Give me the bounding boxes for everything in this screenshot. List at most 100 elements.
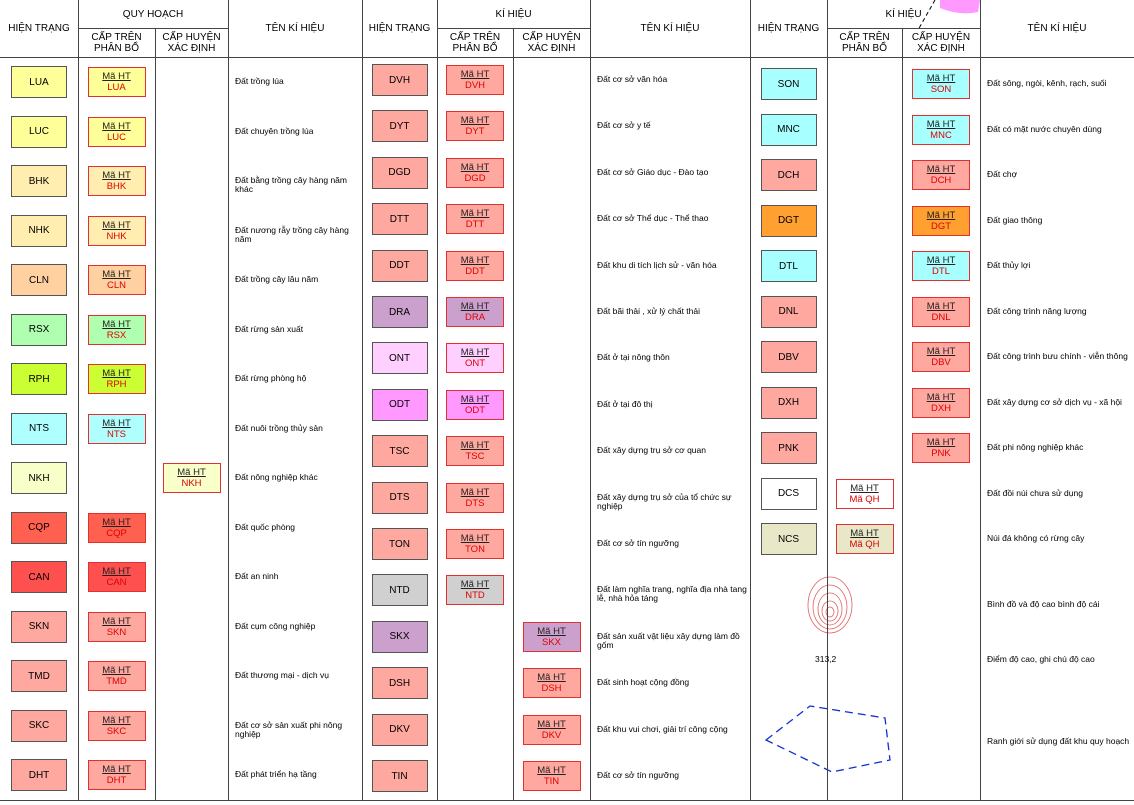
box-text: DVH <box>464 80 486 91</box>
header-district: CẤP HUYỆN XÁC ĐỊNH <box>911 31 971 54</box>
box-text: Mã HT <box>102 665 131 676</box>
box-text: Mã HT <box>102 714 131 726</box>
symbol-name: Ranh giới sử dụng đất khu quy hoạch <box>987 736 1130 746</box>
symbol-name: Đất nuôi trồng thủy sản <box>235 422 323 433</box>
box-text: TIN <box>543 776 560 787</box>
box-text: Mã HT <box>102 170 131 181</box>
box-text: DHT <box>106 775 127 786</box>
box-text: DKV <box>541 729 562 741</box>
plan-symbol: Mã HT TMD <box>87 661 146 691</box>
column-line <box>437 0 438 800</box>
status-symbol: LUA <box>11 66 67 98</box>
box-text: DGT <box>930 220 952 232</box>
plan-symbol: Mã HT DDT <box>446 250 504 281</box>
plan-symbol: Mã HT MNC <box>912 114 970 145</box>
symbol-name: Đất phi nông nghiệp khác <box>987 442 1084 452</box>
box-text: Mã HT <box>102 219 131 231</box>
box-text: DXH <box>930 402 952 414</box>
box-text: Mã HT <box>460 440 490 452</box>
status-symbol: SKC <box>11 709 67 742</box>
status-symbol: TON <box>371 528 428 560</box>
header-line <box>437 28 590 29</box>
box-text: Mã HT <box>926 209 956 221</box>
status-symbol: BHK <box>11 165 67 197</box>
box-text: Mã HT <box>926 391 956 403</box>
status-symbol: CLN <box>11 264 67 296</box>
box-text: ONT <box>464 358 486 370</box>
plan-symbol: Mã HT DBV <box>912 342 970 372</box>
box-text: Mã HT <box>850 482 879 494</box>
symbol-name: Đất nương rẫy trồng cây hàng năm <box>235 224 349 244</box>
box-text: Mã HT <box>102 368 131 379</box>
header-line <box>0 57 1134 58</box>
box-text: Mã HT <box>460 208 490 220</box>
box-text: TSC <box>465 451 485 463</box>
plan-symbol: Mã HT DHT <box>87 760 146 790</box>
box-text: Mã HT <box>460 115 490 127</box>
box-text: SKN <box>106 626 127 638</box>
status-symbol: DVH <box>371 64 428 96</box>
status-symbol: DTL <box>760 250 817 282</box>
status-symbol: DYT <box>371 110 428 143</box>
status-symbol: DHT <box>11 759 67 791</box>
boundary-symbol <box>764 705 891 773</box>
plan-symbol: Mã HT SKN <box>87 611 146 642</box>
status-symbol: DNL <box>760 295 817 328</box>
box-text: NTD <box>465 590 485 602</box>
box-text: Mã QH <box>849 493 880 505</box>
symbol-name: Đất trồng cây lâu năm <box>235 274 319 284</box>
header-upper: CẤP TRÊN PHÂN BỔ <box>91 31 142 54</box>
header-status: HIỆN TRẠNG <box>8 23 70 34</box>
status-symbol: RPH <box>11 363 67 395</box>
status-symbol: DTS <box>371 481 428 514</box>
symbol-name: Đất cơ sở tín ngưỡng <box>597 538 679 548</box>
symbol-name: Đất trồng lúa <box>235 76 284 86</box>
plan-symbol: Mã HT TON <box>446 529 504 559</box>
status-symbol: SKX <box>371 620 428 653</box>
column-line <box>78 0 79 800</box>
box-text: NTS <box>107 428 126 440</box>
box-text: DYT <box>465 126 485 138</box>
status-symbol: TMD <box>11 660 67 692</box>
symbol-name: Đất ở tại nông thôn <box>597 352 670 363</box>
status-symbol: DBV <box>760 341 817 373</box>
box-text: RSX <box>106 329 127 341</box>
status-symbol: DRA <box>371 296 428 328</box>
header-plan: KÍ HIỆU <box>885 8 922 20</box>
header-name: TÊN KÍ HIỆU <box>1027 23 1087 34</box>
box-text: NKH <box>181 478 202 489</box>
header-name: TÊN KÍ HIỆU <box>640 23 700 34</box>
box-text: Mã HT <box>926 437 956 448</box>
status-symbol: LUC <box>11 115 67 148</box>
symbol-name: Đất cơ sở Thể dục - Thể thao <box>597 213 709 224</box>
status-symbol: DXH <box>760 386 817 419</box>
symbol-name: Đất phát triển hạ tầng <box>235 769 317 779</box>
status-symbol: DGT <box>760 204 817 237</box>
box-text: DRA <box>464 312 486 323</box>
symbol-name: Đất thủy lợi <box>987 260 1031 270</box>
box-text: ODT <box>464 404 486 416</box>
symbol-name: Đất làm nghĩa trang, nghĩa địa nhà tang … <box>597 584 747 604</box>
symbol-name: Đất xây dựng trụ sở của tổ chức sự nghiệ… <box>597 491 732 511</box>
plan-symbol: Mã HT DTT <box>446 204 504 235</box>
box-text: Mã HT <box>102 516 131 528</box>
symbol-name: Đất thương mại - dịch vụ <box>235 670 329 680</box>
plan-symbol: Mã HT DXH <box>912 387 970 418</box>
header-status: HIỆN TRẠNG <box>368 23 431 34</box>
column-line <box>155 28 156 800</box>
boundary-fragment <box>917 0 936 31</box>
status-symbol: TIN <box>371 760 428 792</box>
header-upper: CẤP TRÊN PHÂN BỔ <box>449 31 501 54</box>
box-text: DDT <box>465 265 485 277</box>
box-text: Mã HT <box>460 254 490 266</box>
box-text: Mã HT <box>102 120 131 132</box>
box-text: Mã HT <box>537 672 566 684</box>
status-symbol: NTS <box>11 412 67 445</box>
box-text: BHK <box>106 181 127 192</box>
column-line <box>980 0 981 800</box>
header-plan: QUY HOẠCH <box>122 8 184 20</box>
box-text: Mã HT <box>926 346 956 357</box>
plan-symbol: Mã HT NKH <box>162 463 221 493</box>
box-text: Mã HT <box>926 118 956 130</box>
status-symbol: DKV <box>371 713 428 746</box>
